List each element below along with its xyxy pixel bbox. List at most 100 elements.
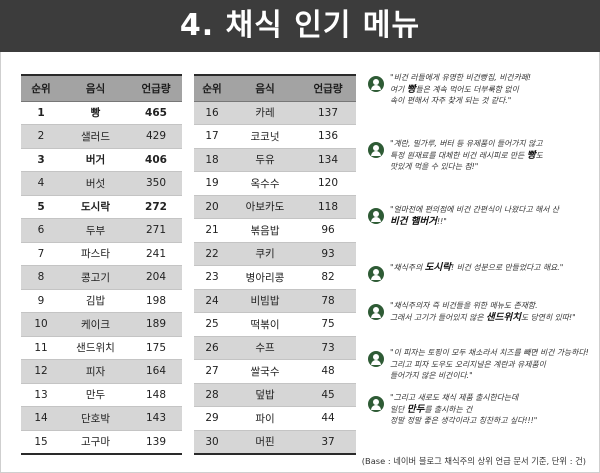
quote-segment: 들어가지 않은 비건이다." <box>390 371 473 380</box>
cell-rank: 15 <box>21 430 61 455</box>
quote-segment: 들은 계속 먹어도 더부룩함 없이 <box>415 84 519 94</box>
cell-food: 만두 <box>61 383 130 407</box>
cell-rank: 14 <box>21 406 61 431</box>
cell-food: 떡볶이 <box>230 312 300 337</box>
user-avatar-icon <box>368 142 384 158</box>
quote-segment: "채식주의자 즉 비건들을 위한 메뉴도 존재함. <box>390 301 538 310</box>
table-row: 10 케이크 189 <box>21 312 182 337</box>
table-header-row: 순위 음식 언급량 <box>21 74 182 102</box>
quote-line: 정말 정말 좋은 생각이라고 칭찬하고 싶다!!!" <box>390 415 593 427</box>
quote-line: 여기 빵들은 계속 먹어도 더부룩함 없이 <box>390 84 593 96</box>
cell-rank: 4 <box>21 171 61 196</box>
table-row: 26 수프 73 <box>194 336 356 360</box>
cell-food: 코코넛 <box>230 124 300 149</box>
quote-segment: 도 당연히 있따!" <box>520 312 576 322</box>
quote-segment: "이 피자는 토핑이 모두 채소라서 치즈를 빼면 비건 가능하다! <box>390 348 589 357</box>
cell-rank: 22 <box>194 242 230 266</box>
cell-count: 350 <box>130 171 182 196</box>
cell-food: 카레 <box>230 101 300 125</box>
cell-count: 78 <box>300 289 356 313</box>
quote-segment: 맛있게 먹을 수 있다는 점!" <box>390 162 479 171</box>
quote-segment: 그래서 고기가 들어있지 않은 <box>390 312 486 322</box>
cell-food: 파스타 <box>61 242 130 266</box>
table-row: 16 카레 137 <box>194 101 356 125</box>
cell-count: 44 <box>300 406 356 431</box>
cell-count: 241 <box>130 242 182 266</box>
quote-text: "채식주의 도시락! 비건 성분으로 만들었다고 해요." <box>390 262 593 274</box>
cell-food: 빵 <box>61 101 130 125</box>
table-row: 7 파스타 241 <box>21 242 182 266</box>
cell-count: 429 <box>130 124 182 149</box>
cell-rank: 1 <box>21 101 61 125</box>
quote-segment: 일단 <box>390 404 407 414</box>
quote-line: "그리고 새로도 채식 제품 출시한다는데 <box>390 392 593 404</box>
cell-rank: 23 <box>194 265 230 290</box>
header-count: 언급량 <box>300 74 356 102</box>
table-row: 17 코코넛 136 <box>194 124 356 149</box>
cell-count: 118 <box>300 195 356 219</box>
cell-count: 93 <box>300 242 356 266</box>
table-row: 18 두유 134 <box>194 148 356 172</box>
cell-rank: 9 <box>21 289 61 313</box>
cell-count: 406 <box>130 148 182 172</box>
quote-line: 들어가지 않은 비건이다." <box>390 370 593 382</box>
quote-segment: 정말 정말 좋은 생각이라고 칭찬하고 싶다!!!" <box>390 416 538 425</box>
quote-segment: "얼마전에 편의점에 비건 간편식이 나왔다고 해서 산 <box>390 205 560 214</box>
quote-segment: "채식주의 <box>390 263 425 272</box>
cell-food: 김밥 <box>61 289 130 313</box>
quote-highlight: 빵 <box>526 149 536 161</box>
quote-line: 특정 원재료를 대체한 비건 레시피로 만든 빵도 <box>390 150 593 162</box>
quote-line: "비건 러들에게 유명한 비건빵집, 비건카페! <box>390 72 593 84</box>
cell-food: 샐러드 <box>61 124 130 149</box>
table-row: 22 쿠키 93 <box>194 242 356 266</box>
quote-segment: "그리고 새로도 채식 제품 출시한다는데 <box>390 393 519 402</box>
cell-count: 136 <box>300 124 356 149</box>
user-avatar-icon <box>368 76 384 92</box>
quote-line: 일단 만두를 출시하는 건 <box>390 404 593 416</box>
table-row: 6 두부 271 <box>21 218 182 243</box>
quote-text: "계란, 밀가루, 버터 등 유제품이 들어가지 않고 특정 원재료를 대체한 비… <box>390 138 593 173</box>
cell-food: 샌드위치 <box>61 336 130 360</box>
cell-count: 75 <box>300 312 356 337</box>
quote-segment: 여기 <box>390 84 407 94</box>
cell-rank: 13 <box>21 383 61 407</box>
cell-rank: 20 <box>194 195 230 219</box>
quote-highlight: 비건 햄버거 <box>390 215 438 227</box>
cell-count: 175 <box>130 336 182 360</box>
header-food: 음식 <box>230 74 300 102</box>
table-row: 19 옥수수 120 <box>194 171 356 196</box>
cell-food: 비빔밥 <box>230 289 300 313</box>
table-row: 12 피자 164 <box>21 359 182 384</box>
table-row: 29 파이 44 <box>194 406 356 431</box>
cell-count: 139 <box>130 430 182 455</box>
table-row: 24 비빔밥 78 <box>194 289 356 313</box>
table-row: 21 볶음밥 96 <box>194 218 356 243</box>
user-avatar-icon <box>368 351 384 367</box>
cell-rank: 10 <box>21 312 61 337</box>
cell-rank: 2 <box>21 124 61 149</box>
cell-rank: 5 <box>21 195 61 219</box>
table-row: 3 버거 406 <box>21 148 182 172</box>
cell-food: 단호박 <box>61 406 130 431</box>
cell-food: 옥수수 <box>230 171 300 196</box>
quote-segment: 그리고 피자 도우도 오리지널은 계란과 유제품이 <box>390 359 546 369</box>
cell-count: 204 <box>130 265 182 290</box>
cell-rank: 30 <box>194 430 230 455</box>
cell-count: 37 <box>300 430 356 455</box>
header-food: 음식 <box>61 74 130 102</box>
cell-food: 피자 <box>61 359 130 384</box>
cell-food: 버섯 <box>61 171 130 196</box>
cell-count: 465 <box>130 101 182 125</box>
cell-rank: 27 <box>194 359 230 384</box>
quote-segment: 를 출시하는 건 <box>424 404 473 414</box>
cell-count: 271 <box>130 218 182 243</box>
quote-line: 비건 햄버거!!" <box>390 216 593 228</box>
cell-count: 137 <box>300 101 356 125</box>
user-avatar-icon <box>368 208 384 224</box>
ranking-table-left: 순위 음식 언급량 1 빵 465 2 샐러드 429 3 버거 406 4 버섯 350 5 도시락 27… <box>21 74 182 455</box>
cell-food: 수프 <box>230 336 300 360</box>
cell-rank: 29 <box>194 406 230 431</box>
table-row: 11 샌드위치 175 <box>21 336 182 360</box>
table-row: 9 김밥 198 <box>21 289 182 313</box>
